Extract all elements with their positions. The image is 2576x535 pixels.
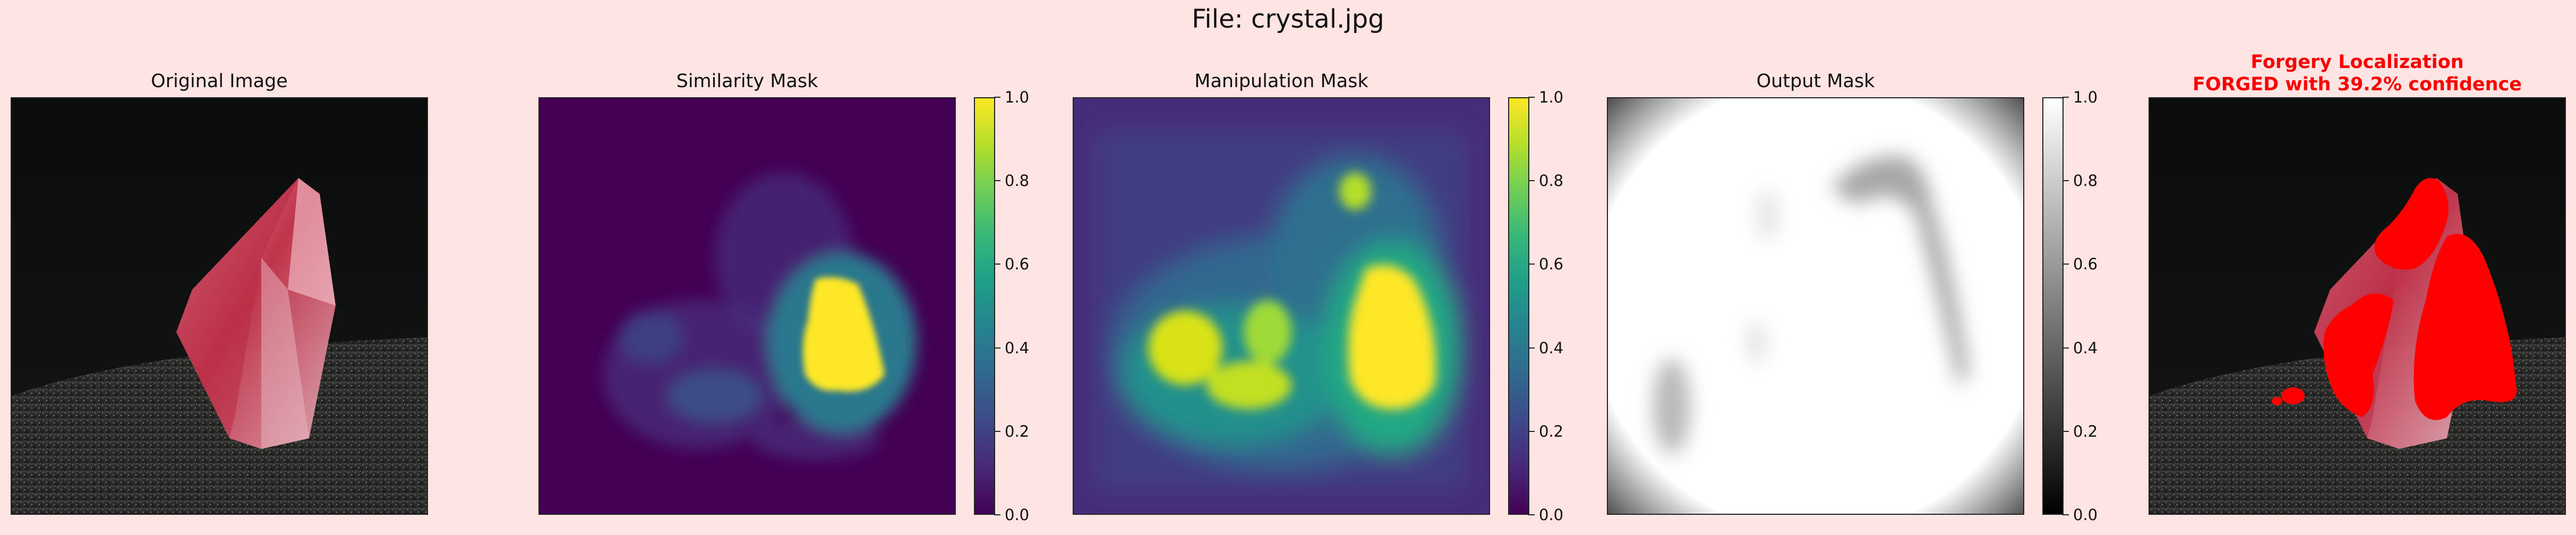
manipulation-heatmap [1074, 98, 1489, 514]
forgery-title-line1: Forgery Localization [2250, 52, 2464, 73]
manipulation-colorbar [1508, 97, 1529, 515]
similarity-colorbar [974, 97, 995, 515]
forgery-localization-title: Forgery Localization FORGED with 39.2% c… [2149, 51, 2566, 96]
original-image-title: Original Image [151, 71, 288, 92]
original-image-panel [11, 97, 428, 515]
forgery-overlay-image [2150, 98, 2565, 514]
similarity-colorbar-ticks: 0.0 0.2 0.4 0.6 0.8 1.0 [994, 88, 1058, 524]
forgery-confidence-line: FORGED with 39.2% confidence [2192, 74, 2522, 95]
output-colorbar-ticks: 0.0 0.2 0.4 0.6 0.8 1.0 [2062, 88, 2126, 524]
crystal-photo [12, 98, 427, 514]
output-mask-title: Output Mask [1756, 71, 1875, 92]
similarity-mask-title: Similarity Mask [676, 71, 818, 92]
manipulation-mask-panel [1073, 97, 1490, 515]
output-mask-panel [1607, 97, 2024, 515]
similarity-mask-panel [538, 97, 956, 515]
forged-region [2272, 178, 2517, 420]
similarity-heatmap [540, 98, 955, 514]
figure-suptitle: File: crystal.jpg [1192, 4, 1384, 34]
manipulation-mask-title: Manipulation Mask [1194, 71, 1368, 92]
manipulation-colorbar-ticks: 0.0 0.2 0.4 0.6 0.8 1.0 [1528, 88, 1592, 524]
output-heatmap [1608, 98, 2023, 514]
output-colorbar [2042, 97, 2064, 515]
forgery-localization-panel [2149, 97, 2566, 515]
